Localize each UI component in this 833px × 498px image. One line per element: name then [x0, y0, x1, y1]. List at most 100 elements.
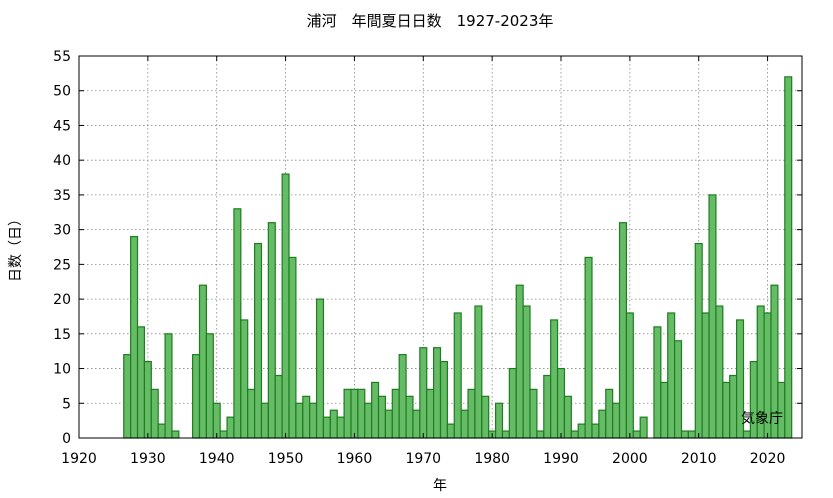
bar-1979 [481, 395, 490, 439]
bar-1940 [212, 402, 221, 439]
bar-2008 [680, 430, 689, 439]
bar-1993 [577, 423, 586, 439]
bar-1987 [536, 430, 545, 439]
x-tick-label: 1990 [543, 451, 579, 467]
bar-1951 [288, 256, 297, 439]
bar-1972 [433, 347, 442, 439]
bar-1961 [357, 388, 366, 439]
bar-1989 [550, 319, 559, 439]
bar-1990 [556, 367, 566, 439]
bar-1949 [274, 374, 283, 439]
bar-1997 [605, 388, 614, 439]
x-tick-label: 2020 [750, 451, 786, 467]
bar-1994 [584, 256, 593, 439]
y-tick-label: 5 [62, 396, 71, 412]
y-tick-label: 50 [53, 84, 71, 100]
bar-2007 [674, 340, 683, 439]
y-tick-label: 20 [53, 292, 71, 308]
y-tick-label: 45 [53, 118, 71, 134]
bar-1941 [219, 430, 228, 439]
bar-1945 [247, 388, 256, 439]
x-tick-label: 1970 [405, 451, 441, 467]
bar-1937 [192, 354, 201, 439]
bar-1950 [281, 173, 290, 439]
bar-1995 [591, 423, 600, 439]
y-axis-label: 日数（日） [8, 212, 24, 282]
bar-2010 [694, 242, 703, 439]
x-tick-label: 1920 [61, 451, 97, 467]
bar-1931 [150, 388, 159, 439]
y-tick-label: 55 [53, 49, 71, 65]
bar-1942 [226, 416, 235, 439]
bar-1981 [494, 402, 504, 439]
bar-1938 [198, 284, 207, 439]
bar-1932 [157, 423, 166, 439]
y-tick-label: 35 [53, 188, 71, 204]
bar-1978 [474, 305, 483, 439]
bar-1958 [336, 416, 345, 439]
y-tick-label: 25 [53, 257, 71, 273]
bar-1991 [563, 395, 572, 439]
x-tick-label: 2000 [612, 451, 648, 467]
bar-1960 [350, 388, 359, 439]
y-axis-ticks: 0 5 10 15 20 25 30 35 40 45 50 55 [53, 49, 802, 447]
bar-1953 [302, 395, 311, 439]
bar-1967 [398, 354, 407, 439]
bar-1965 [384, 409, 393, 439]
bar-1969 [412, 409, 421, 439]
bar-1948 [267, 222, 276, 439]
bar-1944 [240, 319, 249, 439]
bar-2011 [701, 312, 710, 439]
bar-1977 [467, 388, 476, 439]
bar-1964 [377, 395, 387, 439]
bar-1930 [143, 361, 152, 439]
chart-title: 浦河 年間夏日日数 1927-2023年 [307, 12, 554, 30]
source-annotation: 気象庁 [741, 411, 783, 427]
bar-1984 [515, 284, 524, 439]
bar-2017 [742, 430, 751, 439]
x-tick-label: 1960 [337, 451, 373, 467]
y-tick-label: 10 [53, 362, 71, 378]
bar-1947 [260, 402, 269, 439]
bar-1971 [426, 388, 435, 439]
bar-1975 [453, 312, 462, 439]
bar-1952 [295, 402, 304, 439]
bar-1954 [309, 402, 318, 439]
bar-1974 [446, 423, 455, 439]
bar-1970 [419, 347, 428, 439]
bar-1962 [364, 402, 373, 439]
bar-1959 [343, 388, 352, 439]
bar-2012 [708, 194, 717, 439]
bar-1992 [570, 430, 579, 439]
x-tick-label: 1980 [474, 451, 510, 467]
x-axis-label: 年 [433, 478, 447, 494]
bar-2023 [784, 76, 793, 439]
bar-1963 [371, 381, 380, 439]
bar-2006 [667, 312, 676, 439]
bar-2014 [722, 381, 731, 439]
y-tick-label: 0 [62, 431, 71, 447]
bar-1983 [508, 367, 517, 439]
bar-1929 [136, 326, 146, 439]
bar-1996 [598, 409, 607, 439]
bar-2009 [687, 430, 696, 439]
y-tick-label: 40 [53, 153, 71, 169]
bar-1999 [618, 222, 628, 439]
bar-2015 [729, 374, 738, 439]
bar-1956 [322, 416, 331, 439]
bar-2004 [653, 326, 662, 439]
bar-1966 [391, 388, 400, 439]
bar-1934 [171, 430, 180, 439]
x-tick-label: 1940 [199, 451, 235, 467]
bar-2002 [639, 416, 648, 439]
bar-1939 [205, 333, 214, 439]
bar-1973 [439, 361, 448, 439]
bar-2005 [660, 381, 669, 439]
bar-2001 [632, 430, 641, 439]
bar-1943 [233, 208, 242, 439]
bar-1985 [522, 305, 531, 439]
bar-1955 [315, 298, 325, 439]
bar-1998 [612, 402, 621, 439]
plot-frame [78, 55, 803, 439]
